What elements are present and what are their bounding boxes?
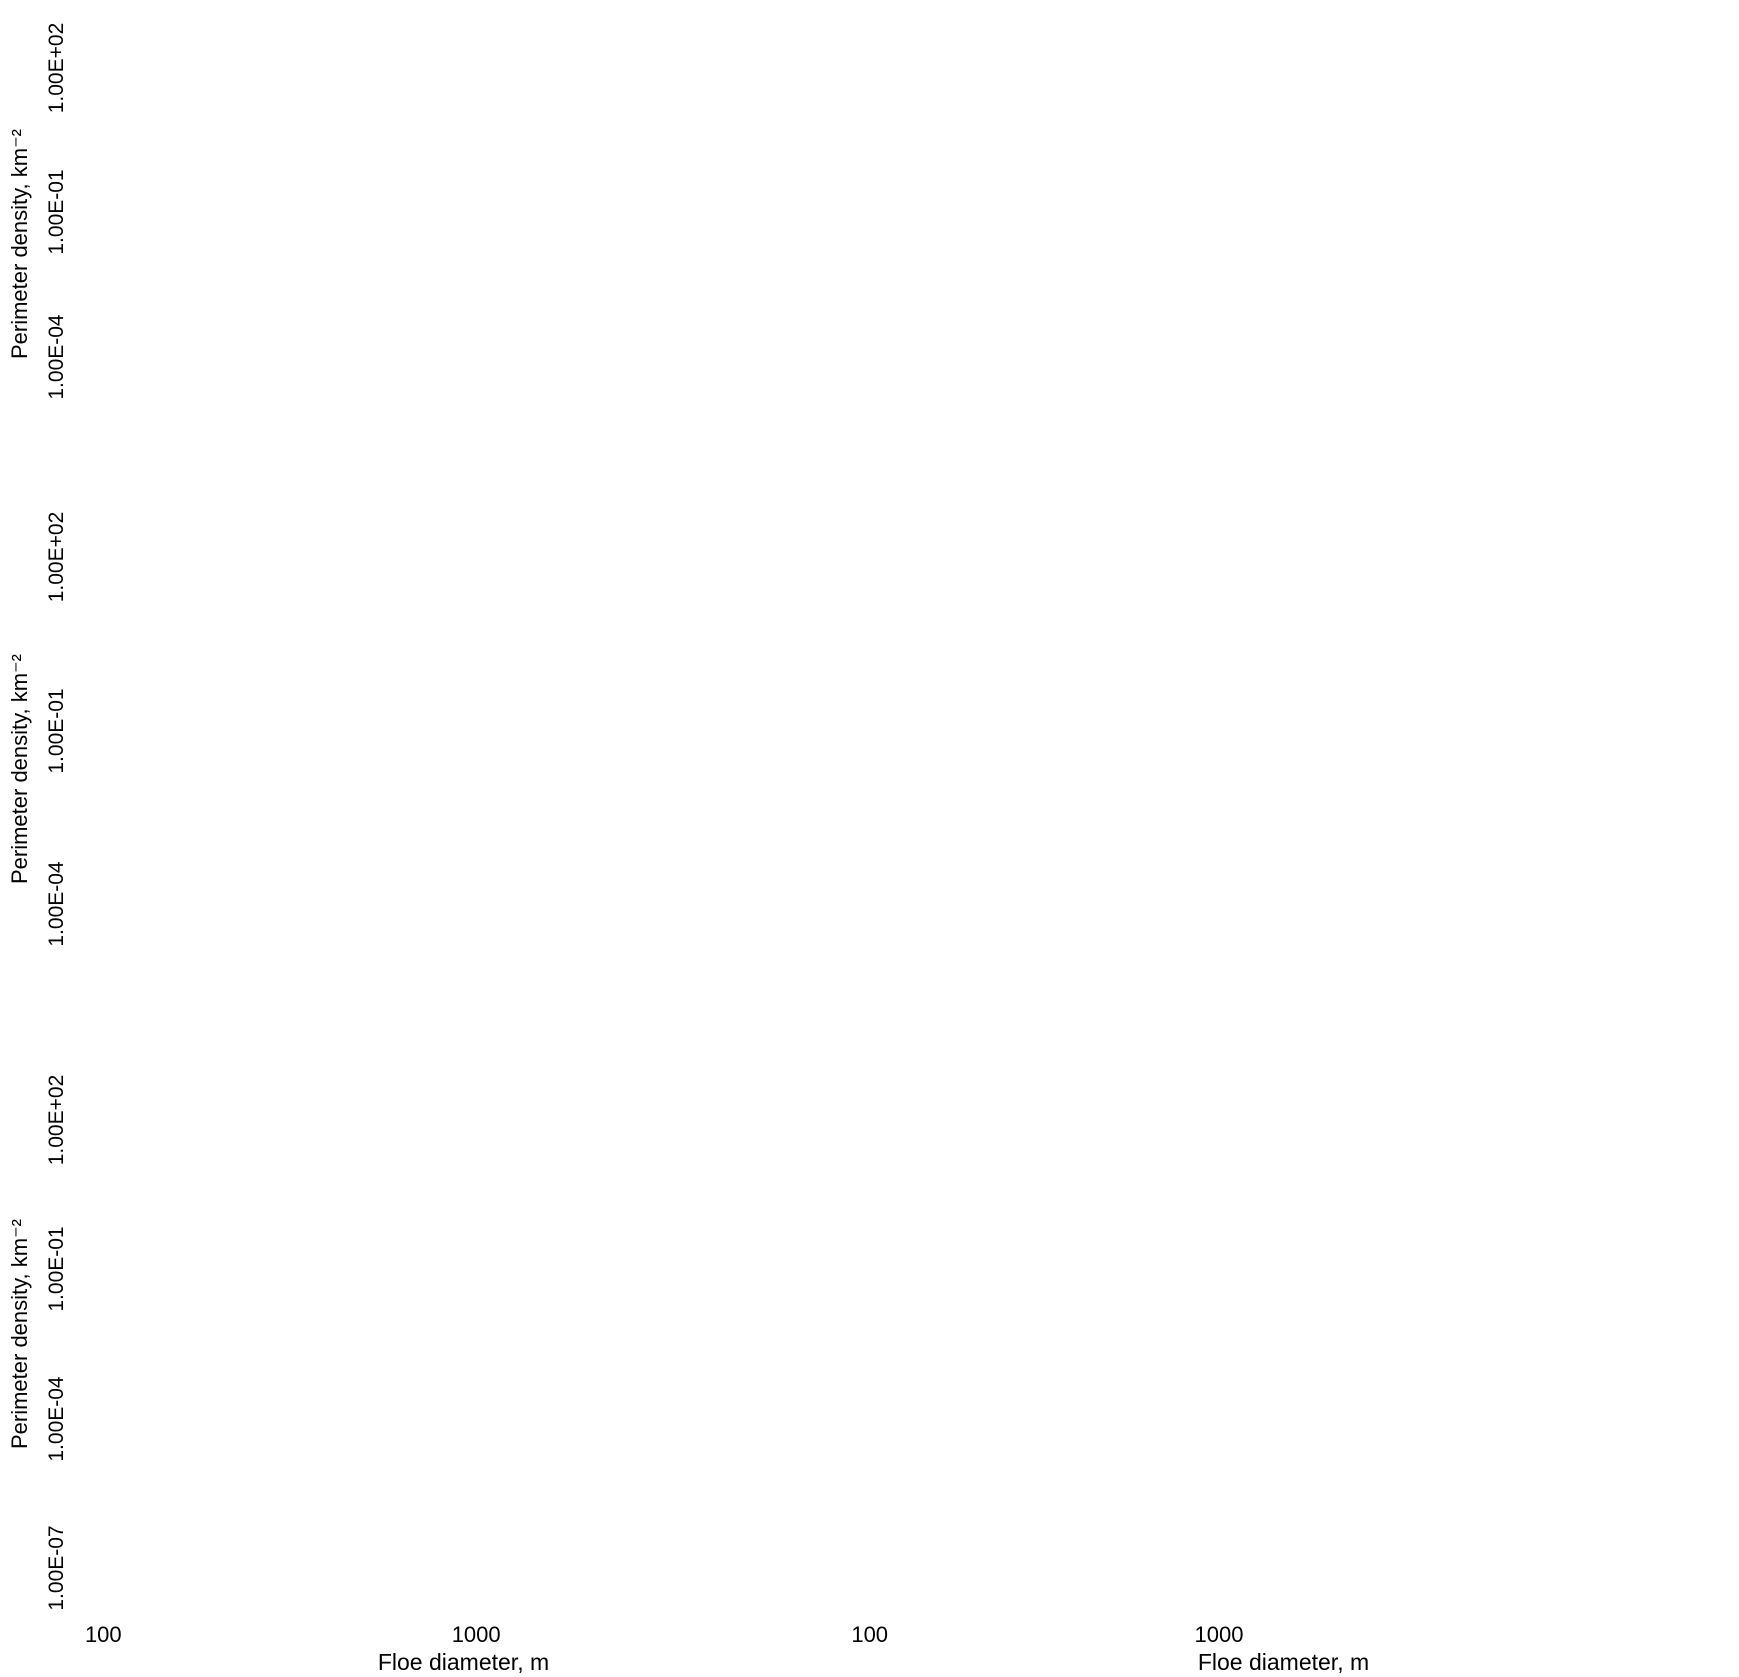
x-tick-label: 100 — [84, 1622, 122, 1647]
x-axis-title: Floe diameter, m — [1197, 1649, 1370, 1675]
x-axis-title: Floe diameter, m — [377, 1649, 550, 1675]
y-tick-label: 1.00E-01 — [45, 1226, 68, 1312]
y-tick-label: 1.00E-07 — [45, 1525, 68, 1611]
y-axis-title: Perimeter density, km⁻² — [7, 1218, 32, 1449]
y-tick-label: 1.00E-01 — [45, 688, 68, 774]
y-tick-label: 1.00E+02 — [45, 22, 68, 113]
y-tick-label: 1.00E+02 — [45, 512, 68, 603]
y-tick-label: 1.00E+02 — [45, 1074, 68, 1166]
x-tick-label: 100 — [851, 1622, 889, 1647]
x-tick-label: 1000 — [451, 1622, 501, 1647]
y-tick-label: 1.00E-04 — [45, 861, 68, 948]
y-axis-title: Perimeter density, km⁻² — [7, 653, 32, 884]
x-tick-label: 1000 — [1194, 1622, 1244, 1647]
y-tick-label: 1.00E-04 — [45, 314, 68, 400]
y-tick-label: 1.00E-01 — [45, 169, 68, 255]
y-axis-title: Perimeter density, km⁻² — [7, 128, 32, 359]
y-tick-label: 1.00E-04 — [45, 1375, 68, 1462]
